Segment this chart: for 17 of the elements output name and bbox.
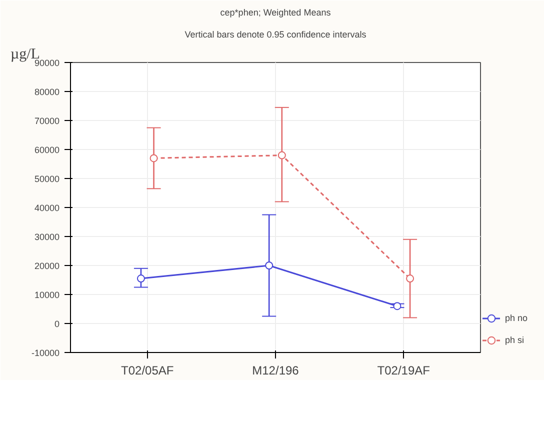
y-tick-label: 0	[54, 319, 60, 329]
chart-title: cep*phen; Weighted Means	[220, 8, 332, 18]
y-tick-label: 10000	[34, 290, 60, 300]
y-tick-label: 40000	[34, 203, 60, 213]
y-tick-label: 30000	[34, 232, 60, 242]
x-tick-label: M12/196	[252, 364, 300, 378]
y-tick-label: 70000	[34, 116, 60, 126]
x-tick-label: T02/05AF	[121, 364, 174, 378]
legend-label: ph si	[505, 335, 525, 345]
legend-label: ph no	[505, 313, 528, 323]
chart-subtitle: Vertical bars denote 0.95 confidence intervals	[184, 30, 367, 40]
y-tick-label: 60000	[34, 145, 60, 155]
y-tick-label: 80000	[34, 87, 60, 97]
y-tick-label: 20000	[34, 261, 60, 271]
y-tick-label: 50000	[34, 174, 60, 184]
x-tick-label: T02/19AF	[377, 364, 430, 378]
y-tick-label: -10000	[31, 348, 60, 358]
